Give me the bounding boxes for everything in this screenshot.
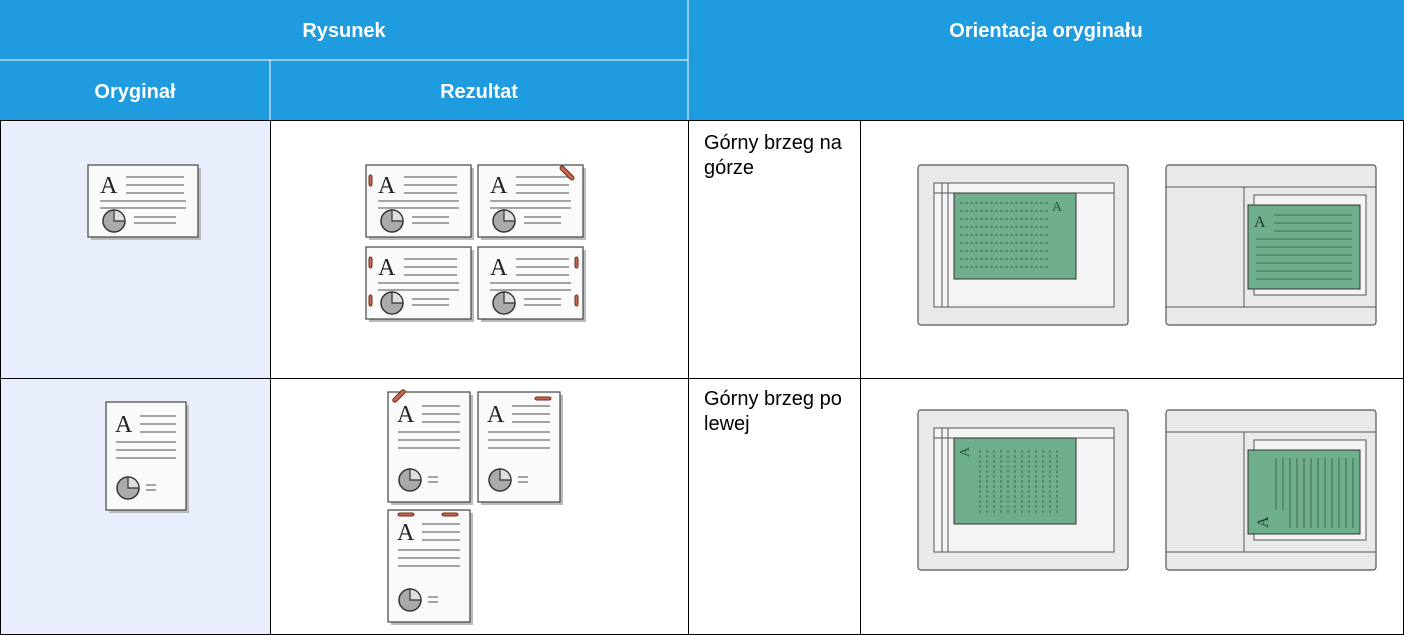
glyph: A [397, 402, 415, 428]
staple [441, 512, 459, 517]
header-cell: Oryginał [94, 81, 176, 103]
glyph: A [115, 412, 133, 438]
pie-slice [409, 588, 422, 601]
staple [392, 389, 406, 403]
header-cell: Rysunek [302, 20, 386, 42]
staple [368, 256, 373, 269]
pie-slice [503, 209, 516, 222]
staple [368, 294, 373, 307]
glyph: A [490, 255, 508, 281]
staple [574, 256, 579, 269]
staple [368, 174, 373, 187]
glyph: A [958, 446, 973, 457]
pie-slice [503, 291, 516, 304]
orientation-label: Górny brzeg na górze [704, 132, 842, 179]
glyph: A [378, 255, 396, 281]
original [953, 192, 1077, 280]
staple [397, 512, 415, 517]
glyph: A [100, 173, 118, 199]
pie-slice [391, 291, 404, 304]
pie-slice [127, 476, 140, 489]
glyph: A [378, 173, 396, 199]
glyph: A [397, 520, 415, 546]
glyph: A [490, 173, 508, 199]
pie-slice [113, 209, 126, 222]
glyph: A [487, 402, 505, 428]
glyph: A [1255, 516, 1272, 528]
pie-slice [499, 468, 512, 481]
orientation-label: Górny brzeg po lewej [704, 388, 842, 435]
glyph: A [1254, 214, 1266, 231]
pie-slice [391, 209, 404, 222]
header-cell: Orientacja oryginału [949, 20, 1142, 42]
staple [534, 396, 552, 401]
staple [574, 294, 579, 307]
staple [559, 165, 575, 181]
glyph: A [1052, 200, 1063, 215]
header-cell: Rezultat [440, 81, 518, 103]
pie-slice [409, 468, 422, 481]
